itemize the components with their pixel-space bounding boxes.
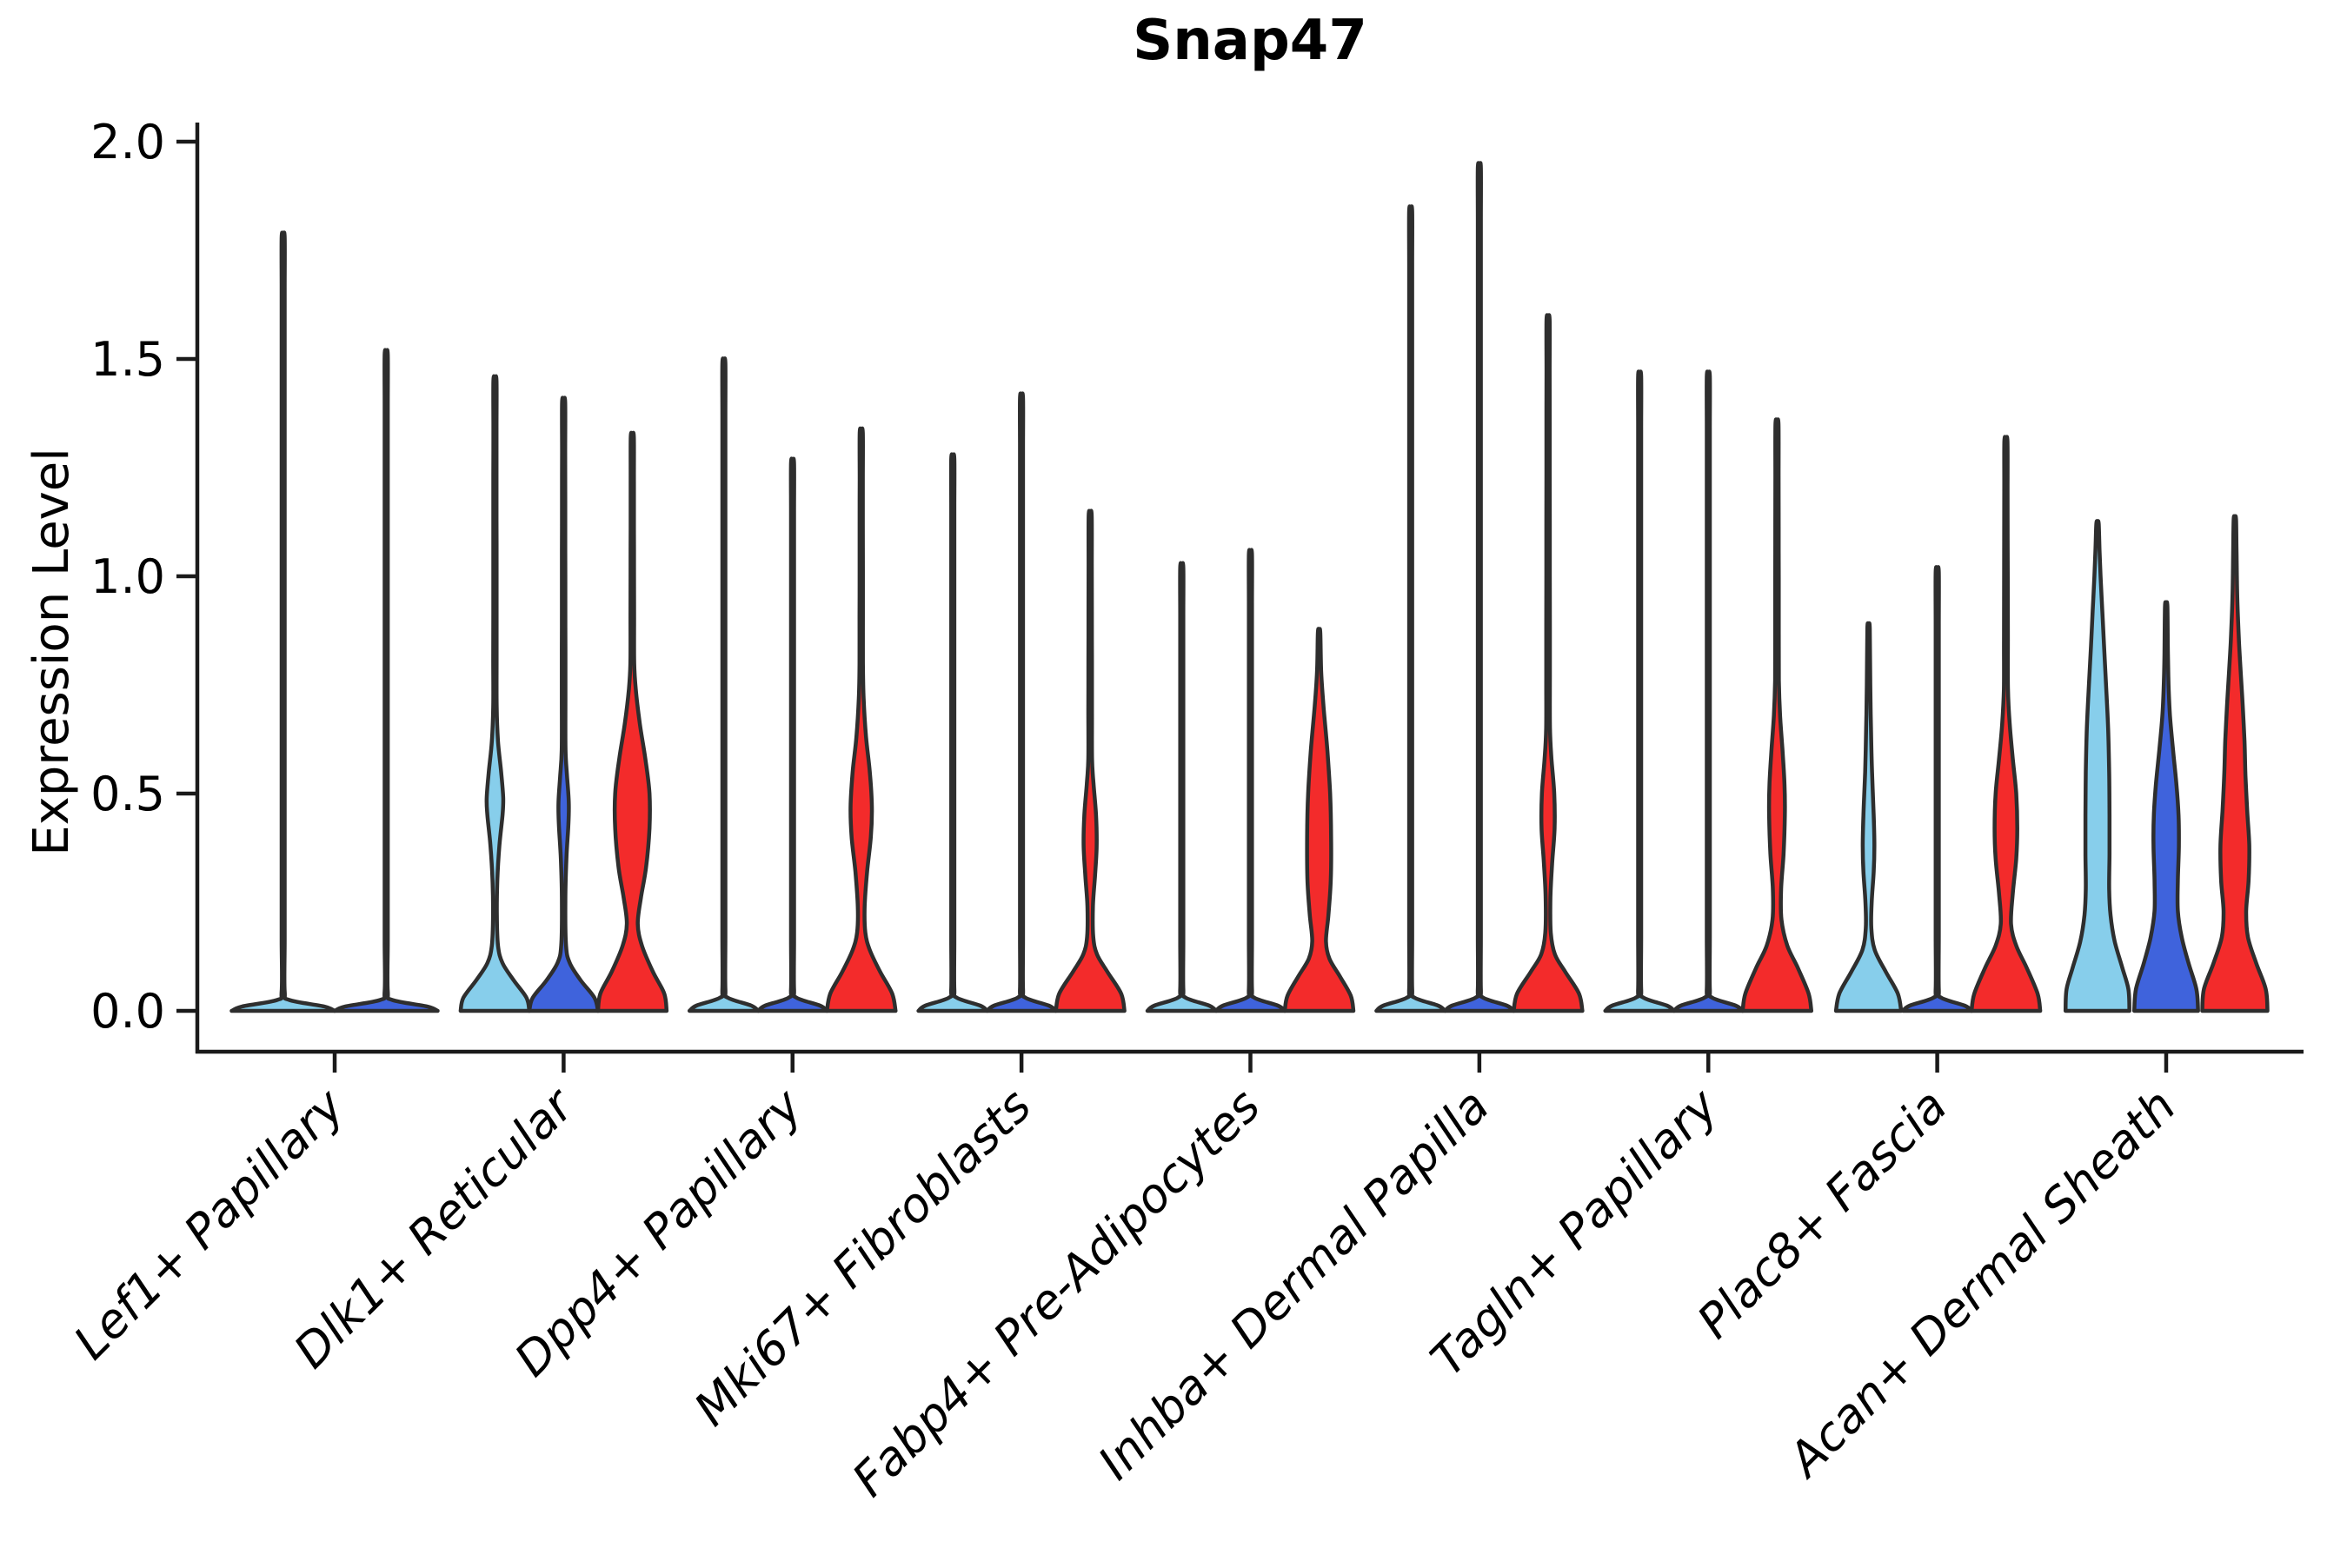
violin-7-red (1740, 417, 1814, 1013)
violin-6-dark_blue (1443, 161, 1516, 1013)
violin-8-light_blue (1833, 621, 1904, 1013)
violin-1-light_blue (229, 230, 337, 1013)
violin-7-light_blue (1603, 369, 1676, 1013)
violin-3-red (825, 426, 898, 1013)
violin-5-red (1282, 627, 1356, 1013)
violin-8-dark_blue (1900, 565, 1974, 1013)
violin-2-light_blue (458, 374, 532, 1013)
violin-9-light_blue (2063, 519, 2131, 1013)
y-tick-label: 2.0 (90, 115, 165, 169)
violin-4-light_blue (916, 452, 989, 1013)
y-axis-label: Expression Level (23, 448, 80, 856)
violin-1-dark_blue (332, 348, 440, 1013)
violin-9-dark_blue (2131, 600, 2200, 1013)
violin-9-red (2200, 514, 2270, 1013)
x-tick-label-5: Fabp4+ Pre-Adipocytes (841, 1079, 1270, 1507)
violin-3-light_blue (687, 356, 761, 1013)
violin-5-light_blue (1145, 561, 1219, 1013)
violin-6-light_blue (1374, 204, 1447, 1013)
violins-layer (229, 161, 2270, 1013)
violin-3-dark_blue (756, 456, 829, 1013)
chart-title: Snap47 (1133, 9, 1367, 73)
x-tick-label-6: Inhba+ Dermal Papilla (1087, 1079, 1499, 1491)
violin-5-dark_blue (1213, 548, 1287, 1013)
y-tick-label: 1.0 (90, 549, 165, 604)
x-tick-label-9: Acan+ Dermal Sheath (1776, 1079, 2186, 1489)
violin-6-red (1512, 313, 1585, 1013)
violin-4-red (1054, 508, 1127, 1013)
y-tick-label: 1.5 (90, 332, 165, 387)
violin-7-dark_blue (1672, 369, 1745, 1013)
violin-8-red (1969, 435, 2043, 1013)
violin-4-dark_blue (985, 391, 1058, 1013)
y-tick-label: 0.0 (90, 984, 165, 1039)
violin-2-red (595, 430, 669, 1013)
violin-2-dark_blue (527, 395, 601, 1013)
y-tick-label: 0.5 (90, 767, 165, 821)
